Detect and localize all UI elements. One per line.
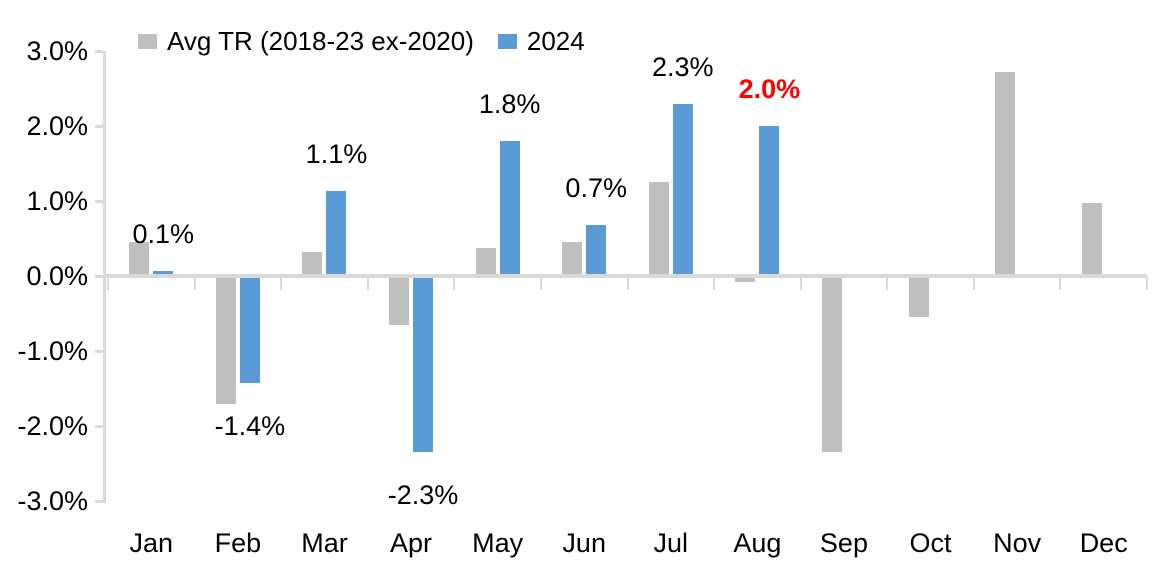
legend-swatch-avg-tr (138, 34, 157, 49)
bar-2024-jan (153, 270, 174, 276)
bar-avg-apr (389, 276, 410, 325)
bar-avg-mar (302, 252, 323, 276)
bar-avg-nov (995, 72, 1016, 276)
bar-2024-feb (239, 276, 260, 383)
y-axis-tick-label: -3.0% (17, 486, 88, 516)
x-axis-tick (972, 276, 975, 290)
y-axis-tick-label: -1.0% (17, 336, 88, 366)
legend: Avg TR (2018-23 ex-2020) 2024 (138, 26, 585, 57)
data-label-jan: 0.1% (132, 218, 195, 249)
bar-2024-aug (759, 126, 780, 276)
legend-label-avg-tr: Avg TR (2018-23 ex-2020) (167, 26, 474, 56)
y-axis-tick (95, 125, 103, 128)
bar-2024-jun (586, 225, 607, 276)
month-label-apr: Apr (390, 528, 433, 558)
x-axis-tick (453, 276, 456, 290)
legend-item-avg: Avg TR (2018-23 ex-2020) (138, 26, 474, 57)
month-label-jan: Jan (129, 528, 174, 558)
y-axis-tick (95, 350, 103, 353)
bar-avg-jan (129, 242, 150, 276)
bar-2024-apr (413, 276, 434, 453)
month-label-feb: Feb (214, 528, 262, 558)
x-axis-line (103, 274, 1147, 278)
month-label-jul: Jul (653, 528, 689, 558)
x-axis-tick (1059, 276, 1062, 290)
legend-label-2024: 2024 (526, 26, 585, 56)
month-label-may: May (472, 528, 524, 558)
bar-2024-may (499, 141, 520, 276)
x-axis-tick (539, 276, 542, 290)
x-axis-tick (886, 276, 889, 290)
bar-2024-mar (326, 191, 347, 276)
y-axis-tick (95, 425, 103, 428)
y-axis-tick (95, 275, 103, 278)
x-axis-tick (366, 276, 369, 290)
data-label-may: 1.8% (478, 89, 541, 119)
x-axis-tick (193, 276, 196, 290)
y-axis-tick-label: 3.0% (26, 36, 88, 66)
bar-2024-jul (672, 103, 693, 276)
month-label-aug: Aug (733, 528, 782, 558)
month-label-mar: Mar (301, 528, 348, 558)
data-label-mar: 1.1% (305, 139, 368, 170)
x-axis-tick (626, 276, 629, 290)
legend-swatch-2024 (497, 34, 517, 49)
x-axis-tick (1146, 276, 1148, 290)
bar-avg-dec (1081, 203, 1102, 276)
y-axis-tick-label: 2.0% (26, 111, 88, 141)
y-axis-tick-label: -2.0% (17, 411, 88, 441)
month-label-dec: Dec (1079, 528, 1128, 558)
month-label-oct: Oct (909, 528, 952, 558)
x-axis-tick (107, 276, 109, 290)
y-axis-tick (95, 200, 103, 203)
data-label-apr: -2.3% (387, 480, 459, 511)
bar-avg-may (475, 248, 496, 276)
x-axis-tick (799, 276, 802, 290)
data-label-feb: -1.4% (214, 410, 286, 441)
bar-avg-jul (648, 182, 669, 276)
x-axis-tick (713, 276, 716, 290)
y-axis-tick-label: 1.0% (26, 186, 88, 216)
month-label-sep: Sep (819, 528, 868, 558)
data-label-aug: 2.0% (738, 74, 801, 104)
month-label-jun: Jun (562, 528, 606, 558)
month-label-nov: Nov (993, 528, 1042, 558)
data-label-jul: 2.3% (652, 51, 714, 82)
x-axis-tick (280, 276, 283, 290)
legend-item-2024: 2024 (497, 26, 585, 57)
y-axis-tick (95, 50, 103, 53)
bar-avg-feb (215, 276, 236, 404)
bar-avg-jun (562, 241, 583, 276)
y-axis-tick-label: 0.0% (26, 261, 88, 291)
y-axis-tick (95, 500, 103, 503)
data-label-jun: 0.7% (565, 173, 627, 203)
bar-avg-sep (821, 276, 842, 453)
bar-avg-oct (908, 276, 929, 318)
bar-avg-aug (735, 276, 756, 282)
